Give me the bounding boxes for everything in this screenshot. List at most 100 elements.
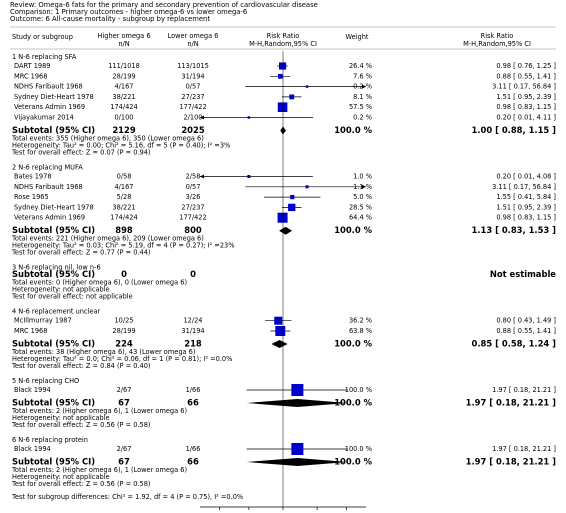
subtotal-higher: 898	[115, 225, 133, 235]
subtotal-label: Subtotal (95% CI)	[12, 457, 95, 467]
study-name: Veterans Admin 1969	[14, 214, 85, 222]
column-header: Higher omega 6	[97, 32, 150, 40]
subgroup-heading: 1 N-6 replacing SFA	[12, 53, 77, 61]
subgroup-note: Heterogeneity: not applicable	[12, 286, 110, 294]
subgroup-differences: Test for subgroup differences: Chi² = 1.…	[11, 493, 243, 501]
subtotal-weight: 100.0 %	[334, 339, 372, 349]
weight: 100.0 %	[345, 386, 372, 394]
study-name: McIllmurray 1987	[14, 317, 72, 325]
column-header: n/N	[187, 40, 198, 48]
effect-square	[291, 384, 304, 396]
subtotal-risk-ratio: 1.97 [ 0.18, 21.21 ]	[466, 457, 556, 467]
subgroup-note: Test for overall effect: Z = 0.56 (P = 0…	[11, 480, 150, 488]
subtotal-label: Subtotal (95% CI)	[12, 339, 95, 349]
weight: 7.6 %	[353, 72, 372, 80]
higher-events: 28/199	[112, 72, 135, 80]
study-name: NDHS Faribault 1968	[14, 183, 83, 191]
column-header: M-H,Random,95% CI	[249, 40, 317, 48]
effect-square	[288, 203, 296, 212]
higher-events: 111/1018	[108, 62, 140, 70]
subgroup-note: Test for overall effect: Z = 0.07 (P = 0…	[11, 149, 150, 157]
effect-square	[305, 85, 309, 88]
column-header: Weight	[346, 33, 369, 41]
column-header: Study or subgroup	[12, 33, 73, 41]
weight: 26.4 %	[349, 62, 372, 70]
higher-events: 38/221	[112, 93, 135, 101]
header-line: Outcome: 6 All-cause mortality - subgrou…	[10, 15, 210, 23]
subtotal-lower: 2025	[181, 125, 204, 135]
column-header: Risk Ratio	[267, 32, 300, 40]
study-name: Black 1994	[14, 386, 51, 394]
subtotal-risk-ratio: Not estimable	[490, 269, 556, 279]
higher-events: 174/424	[110, 214, 137, 222]
risk-ratio: 1.55 [ 0.41, 5.84 ]	[496, 193, 556, 201]
subgroup-note: Total events: 2 (Higher omega 6), 1 (Low…	[11, 407, 187, 415]
study-name: Vijayakumar 2014	[14, 114, 74, 122]
effect-square	[277, 102, 288, 112]
subtotal-lower: 66	[187, 398, 199, 408]
higher-events: 174/424	[110, 103, 137, 111]
header-line: Comparison: 1 Primary outcomes - higher …	[10, 8, 247, 16]
summary-diamond	[246, 458, 348, 466]
effect-square	[277, 73, 283, 79]
lower-events: 0/57	[186, 83, 201, 91]
weight: 100.0 %	[345, 445, 372, 453]
subgroup-note: Heterogeneity: not applicable	[12, 414, 110, 422]
lower-events: 31/194	[181, 72, 204, 80]
risk-ratio: 0.88 [ 0.55, 1.41 ]	[496, 327, 556, 335]
study-name: Black 1994	[14, 445, 51, 453]
effect-square	[277, 212, 288, 223]
risk-ratio: 0.98 [ 0.83, 1.15 ]	[496, 103, 556, 111]
risk-ratio: 3.11 [ 0.17, 56.84 ]	[492, 83, 556, 91]
risk-ratio: 0.20 [ 0.01, 4.08 ]	[496, 173, 556, 181]
weight: 1.0 %	[353, 173, 372, 181]
weight: 57.5 %	[349, 103, 372, 111]
column-header: n/N	[118, 40, 129, 48]
weight: 28.5 %	[349, 203, 372, 211]
lower-events: 177/422	[179, 214, 206, 222]
effect-square	[289, 94, 295, 100]
summary-diamond	[271, 340, 288, 348]
ci-arrow	[362, 84, 366, 89]
higher-events: 10/25	[114, 317, 133, 325]
higher-events: 0/58	[117, 173, 132, 181]
header-line: Review: Omega-6 fats for the primary and…	[10, 1, 318, 9]
weight: 64.4 %	[349, 214, 372, 222]
study-name: Sydney Diet-Heart 1978	[14, 93, 94, 101]
subgroup-note: Heterogeneity: Tau² = 0.03; Chi² = 5.19,…	[12, 242, 234, 250]
subtotal-higher: 0	[121, 269, 127, 279]
subtotal-higher: 224	[115, 339, 133, 349]
summary-diamond	[279, 226, 293, 235]
lower-events: 2/58	[186, 173, 201, 181]
subtotal-weight: 100.0 %	[334, 398, 372, 408]
subgroup-note: Heterogeneity: Tau² = 0.0; Chi² = 0.06, …	[12, 355, 232, 363]
lower-events: 1/66	[186, 445, 201, 453]
subtotal-higher: 2129	[112, 125, 135, 135]
higher-events: 4/167	[114, 83, 133, 91]
ci-arrow	[362, 184, 366, 189]
subtotal-risk-ratio: 1.97 [ 0.18, 21.21 ]	[466, 398, 556, 408]
column-header: M-H,Random,95% CI	[463, 40, 531, 48]
column-header: Risk Ratio	[481, 32, 514, 40]
study-name: Sydney Diet-Heart 1978	[14, 203, 94, 211]
subgroup-heading: 6 N-6 replacing protein	[12, 436, 88, 444]
subtotal-weight: 100.0 %	[334, 225, 372, 235]
subtotal-label: Subtotal (95% CI)	[12, 125, 95, 135]
subtotal-label: Subtotal (95% CI)	[12, 225, 95, 235]
study-name: Veterans Admin 1969	[14, 103, 85, 111]
ci-arrow	[200, 174, 204, 179]
weight: 63.8 %	[349, 327, 372, 335]
subtotal-higher: 67	[118, 457, 130, 467]
weight: 8.1 %	[353, 93, 372, 101]
risk-ratio: 0.20 [ 0.01, 4.11 ]	[496, 114, 556, 122]
summary-diamond	[246, 399, 348, 407]
higher-events: 5/28	[117, 193, 132, 201]
subtotal-weight: 100.0 %	[334, 457, 372, 467]
column-header: Lower omega 6	[168, 32, 219, 40]
risk-ratio: 0.88 [ 0.55, 1.41 ]	[496, 72, 556, 80]
subtotal-lower: 800	[184, 225, 202, 235]
lower-events: 1/66	[186, 386, 201, 394]
subgroup-note: Test for overall effect: Z = 0.84 (P = 0…	[11, 362, 150, 370]
risk-ratio: 3.11 [ 0.17, 56.84 ]	[492, 183, 556, 191]
study-name: Rose 1965	[14, 193, 49, 201]
